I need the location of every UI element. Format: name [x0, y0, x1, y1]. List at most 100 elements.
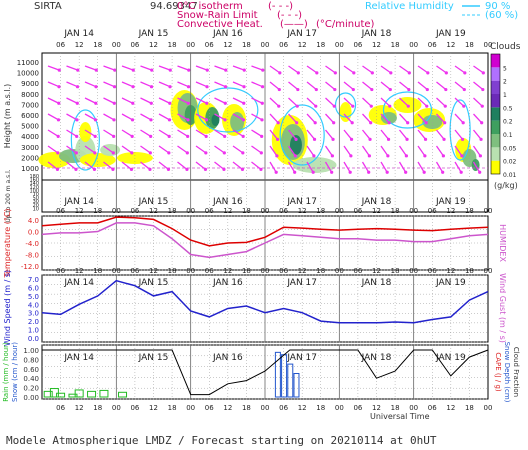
- wind-arrow-head: [441, 170, 445, 174]
- wind-arrow: [288, 97, 298, 107]
- precip-tick: 0.00: [23, 394, 39, 402]
- day-label: JAN 19: [435, 197, 466, 207]
- temperature-tick: -8.0: [25, 252, 39, 260]
- rain-bar: [87, 390, 97, 398]
- wind-arrow-head: [296, 71, 300, 75]
- hour-label: 06: [205, 267, 214, 275]
- wind-arrow: [195, 129, 207, 137]
- wind-arrow-head: [293, 154, 297, 158]
- hour-label: 18: [316, 41, 325, 49]
- wind-arrow-head: [242, 85, 246, 89]
- wind-arrow: [140, 129, 152, 137]
- wind-arrow-head: [349, 137, 354, 141]
- wind-arrow-head: [461, 121, 465, 125]
- wind-arrow-head: [259, 167, 263, 171]
- y-axes: 1000200030004000500060007000800090001000…: [17, 59, 39, 402]
- wind-arrow: [398, 129, 408, 140]
- wind-arrow: [195, 81, 208, 88]
- wind-arrow-head: [370, 87, 374, 92]
- wind-arrow-head: [348, 170, 352, 174]
- wind-arrow-head: [242, 68, 246, 72]
- wind-arrow-head: [148, 151, 152, 155]
- wind-arrow-head: [261, 68, 265, 72]
- wind-arrow: [454, 65, 466, 74]
- wind-arrow-head: [277, 87, 281, 92]
- hour-label: 06: [428, 267, 437, 275]
- day-label: JAN 19: [435, 353, 466, 363]
- wind-arrow: [177, 129, 189, 137]
- wind-arrow-head: [185, 151, 189, 155]
- wind-arrow: [177, 65, 189, 71]
- wind-arrow: [158, 145, 170, 154]
- hour-label: 06: [130, 267, 139, 275]
- lower-height-tick: 120: [29, 185, 39, 191]
- wind-arrow: [103, 113, 115, 121]
- hour-label: 00: [409, 404, 418, 412]
- hour-label: 06: [428, 207, 437, 215]
- wind-arrow: [84, 81, 97, 88]
- colorbar-swatch: [491, 160, 500, 174]
- hour-label: 00: [261, 207, 270, 215]
- lower-height-tick: 100: [29, 188, 39, 194]
- hour-label: 12: [75, 404, 84, 412]
- day-label: JAN 15: [138, 197, 169, 207]
- wind-arrow-head: [389, 71, 393, 75]
- wind-arrow-head: [55, 167, 60, 171]
- chart-header: SIRTA 94.69347 0°C isotherm Snow-Rain Li…: [34, 1, 518, 30]
- wind-arrow: [232, 65, 245, 71]
- colorbar-level: 0.5: [503, 105, 513, 112]
- hour-label: 18: [168, 41, 177, 49]
- lower-height-tick: 140: [29, 181, 39, 187]
- wind-arrow: [140, 65, 152, 71]
- wind-arrow: [473, 97, 483, 107]
- wind-arrow-head: [260, 85, 265, 89]
- humidity-contour: [70, 109, 100, 171]
- day-label: JAN 19: [435, 29, 466, 39]
- hour-labels: 06 12 18 00 06 12 18 00 06 12 18 00 06 12 18 00 06 12 18 00…: [56, 41, 492, 412]
- hour-label: 06: [428, 41, 437, 49]
- wind-arrow-head: [224, 68, 228, 72]
- hour-label: 12: [446, 267, 455, 275]
- hour-label: 06: [56, 267, 65, 275]
- wind-arrow-head: [149, 134, 153, 138]
- wind-arrow-head: [388, 104, 392, 108]
- wind-arrow-head: [314, 104, 318, 108]
- wind-arrow-head: [223, 85, 228, 89]
- wind-arrow: [288, 113, 298, 124]
- colorbar-level: 0.2: [503, 119, 513, 126]
- colorbar-title: Clouds: [490, 42, 521, 52]
- wind-arrow: [84, 113, 96, 121]
- wind-arrow: [214, 161, 225, 170]
- hour-label: 12: [298, 267, 307, 275]
- wind-arrow-head: [444, 71, 448, 75]
- wind-arrow: [417, 129, 427, 140]
- rain-bar: [68, 393, 78, 398]
- colorbar-swatch: [491, 120, 500, 134]
- wind-arrow: [472, 129, 482, 140]
- hour-label: 18: [168, 207, 177, 215]
- wind-arrow: [380, 113, 390, 124]
- temperature-tick: 4.0: [28, 217, 39, 225]
- wind-arrow: [121, 97, 134, 104]
- hour-label: 18: [316, 267, 325, 275]
- wind-arrow: [121, 113, 133, 121]
- hour-label: 18: [168, 267, 177, 275]
- day-label: JAN 17: [286, 278, 317, 288]
- wind-arrow-head: [259, 151, 263, 155]
- wind-arrow: [417, 97, 428, 107]
- wind-arrow: [158, 81, 171, 88]
- wind-arrow-head: [462, 87, 466, 92]
- wind-arrow: [84, 65, 97, 71]
- wind-arrow-head: [404, 154, 408, 158]
- wind-arrow: [454, 81, 465, 91]
- hour-label: 06: [130, 41, 139, 49]
- wind-arrow: [66, 113, 78, 121]
- wind-arrow: [47, 129, 59, 137]
- wind-arrow: [324, 161, 333, 173]
- wind-arrow: [214, 65, 226, 71]
- lower-height-tick: 70: [33, 192, 39, 198]
- height-tick: 1000: [21, 165, 39, 173]
- wind-arrow: [140, 113, 152, 121]
- wind-arrow-head: [168, 85, 172, 89]
- wind-arrow: [66, 129, 78, 137]
